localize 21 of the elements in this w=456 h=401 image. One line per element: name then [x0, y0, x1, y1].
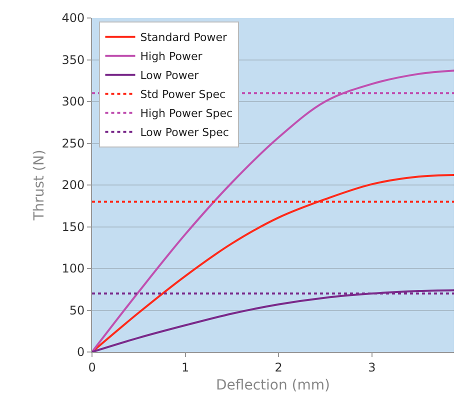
- legend-label: Low Power: [140, 69, 200, 82]
- y-tick-label: 0: [76, 345, 85, 360]
- x-tick-label: 1: [181, 360, 190, 374]
- x-tick-label: 0: [88, 360, 96, 374]
- y-axis-title: Thrust (N): [31, 150, 48, 222]
- legend-label: High Power Spec: [140, 107, 233, 120]
- y-tick-label: 200: [62, 178, 85, 192]
- legend-label: Std Power Spec: [140, 88, 226, 102]
- legend-label: Standard Power: [140, 31, 228, 44]
- x-axis-title: Deflection (mm): [216, 378, 330, 394]
- x-tick-label: 2: [274, 360, 282, 374]
- y-tick-label: 350: [62, 52, 85, 67]
- x-tick-label: 3: [368, 360, 376, 374]
- y-tick-label: 150: [62, 220, 85, 234]
- legend-label: High Power: [140, 50, 203, 64]
- y-tick-label: 50: [69, 303, 85, 318]
- y-tick-label: 300: [62, 94, 85, 109]
- y-tick-label: 100: [62, 262, 85, 276]
- y-tick-label: 250: [62, 136, 85, 150]
- y-tick-label: 400: [62, 11, 85, 26]
- legend-label: Low Power Spec: [140, 126, 229, 140]
